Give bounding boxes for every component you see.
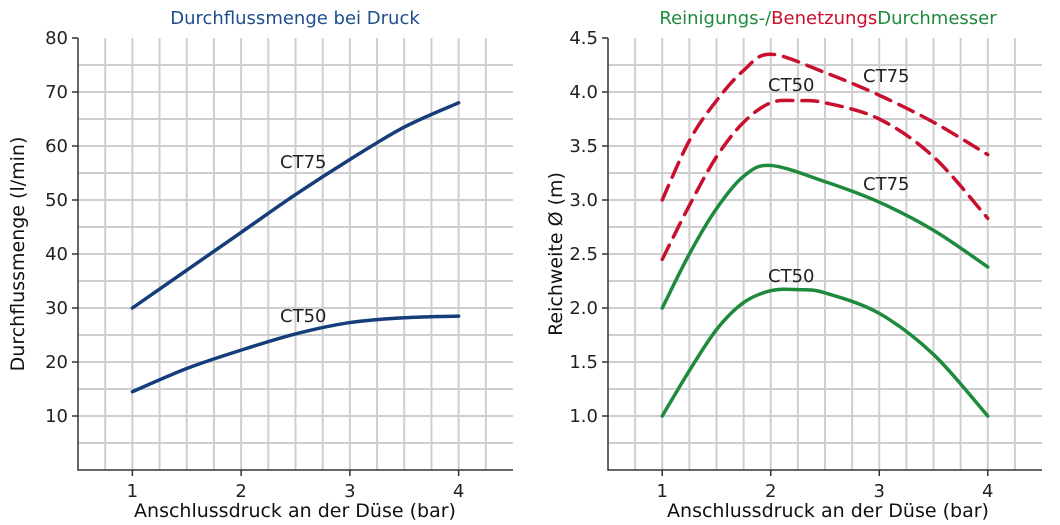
series-line-ct50-dashed [660,98,990,262]
y-tick-label: 40 [45,244,68,265]
grid [78,38,513,470]
x-tick-label: 1 [657,481,668,502]
y-axis-label: Durchflussmenge (l/min) [7,137,29,372]
x-tick-label: 3 [344,481,355,502]
chart-title-part: Benetzungs [771,8,877,29]
grid [608,38,1042,470]
chart-panel-1: 1 2 3 4 10 20 30 40 50 60 70 80 Durchflussmenge bei … [7,8,513,522]
x-tick-label: 2 [765,481,776,502]
y-tick-label: 50 [45,190,68,211]
y-tick-label: 20 [45,352,68,373]
y-tick-label: 4.5 [569,28,598,49]
axes [607,38,1042,471]
series-label-ct75: CT75 [863,174,909,195]
y-tick-label: 2.5 [569,244,598,265]
series-line-ct75-dashed [660,52,990,202]
series-line-ct75-solid [130,101,461,310]
y-tick-label: 4.0 [569,82,598,103]
x-tick-label: 3 [874,481,885,502]
series-line-ct50-solid [660,287,990,418]
y-tick-label: 60 [45,136,68,157]
chart-title-part: Durchmesser [877,8,997,29]
y-tick-label: 30 [45,298,68,319]
series-label-ct50: CT50 [280,306,326,327]
axes [77,38,513,471]
chart-title-part: Reinigungs-/ [659,8,772,29]
y-tick-label: 10 [45,406,68,427]
y-tick-label: 3.0 [569,190,598,211]
chart-title: Durchflussmenge bei Druck [170,8,420,29]
series-label-ct50: CT50 [768,266,814,287]
x-tick-label: 1 [127,481,138,502]
x-tick-label: 4 [453,481,464,502]
series-label-ct75: CT75 [863,66,909,87]
chart-panel-2: 1 2 3 4 1.0 1.5 2.0 2.5 3.0 3.5 4.0 4.5 Reinigungs-/… [545,8,1042,522]
x-axis-label: Anschlussdruck an der Düse (bar) [134,500,456,522]
y-tick-label: 70 [45,82,68,103]
y-tick-label: 80 [45,28,68,49]
chart-title: Reinigungs-/BenetzungsDurchmesser [659,8,997,29]
y-tick-label: 3.5 [569,136,598,157]
x-tick-label: 4 [982,481,993,502]
y-axis-label: Reichweite Ø (m) [545,172,567,336]
y-tick-label: 1.5 [569,352,598,373]
series-line-ct50-solid [130,314,461,394]
y-tick-label: 2.0 [569,298,598,319]
series-label-ct50: CT50 [768,75,814,96]
y-tick-label: 1.0 [569,406,598,427]
series-line-ct75-solid [660,163,990,310]
x-tick-label: 2 [235,481,246,502]
series-label-ct75: CT75 [280,152,326,173]
x-axis-label: Anschlussdruck an der Düse (bar) [667,500,989,522]
